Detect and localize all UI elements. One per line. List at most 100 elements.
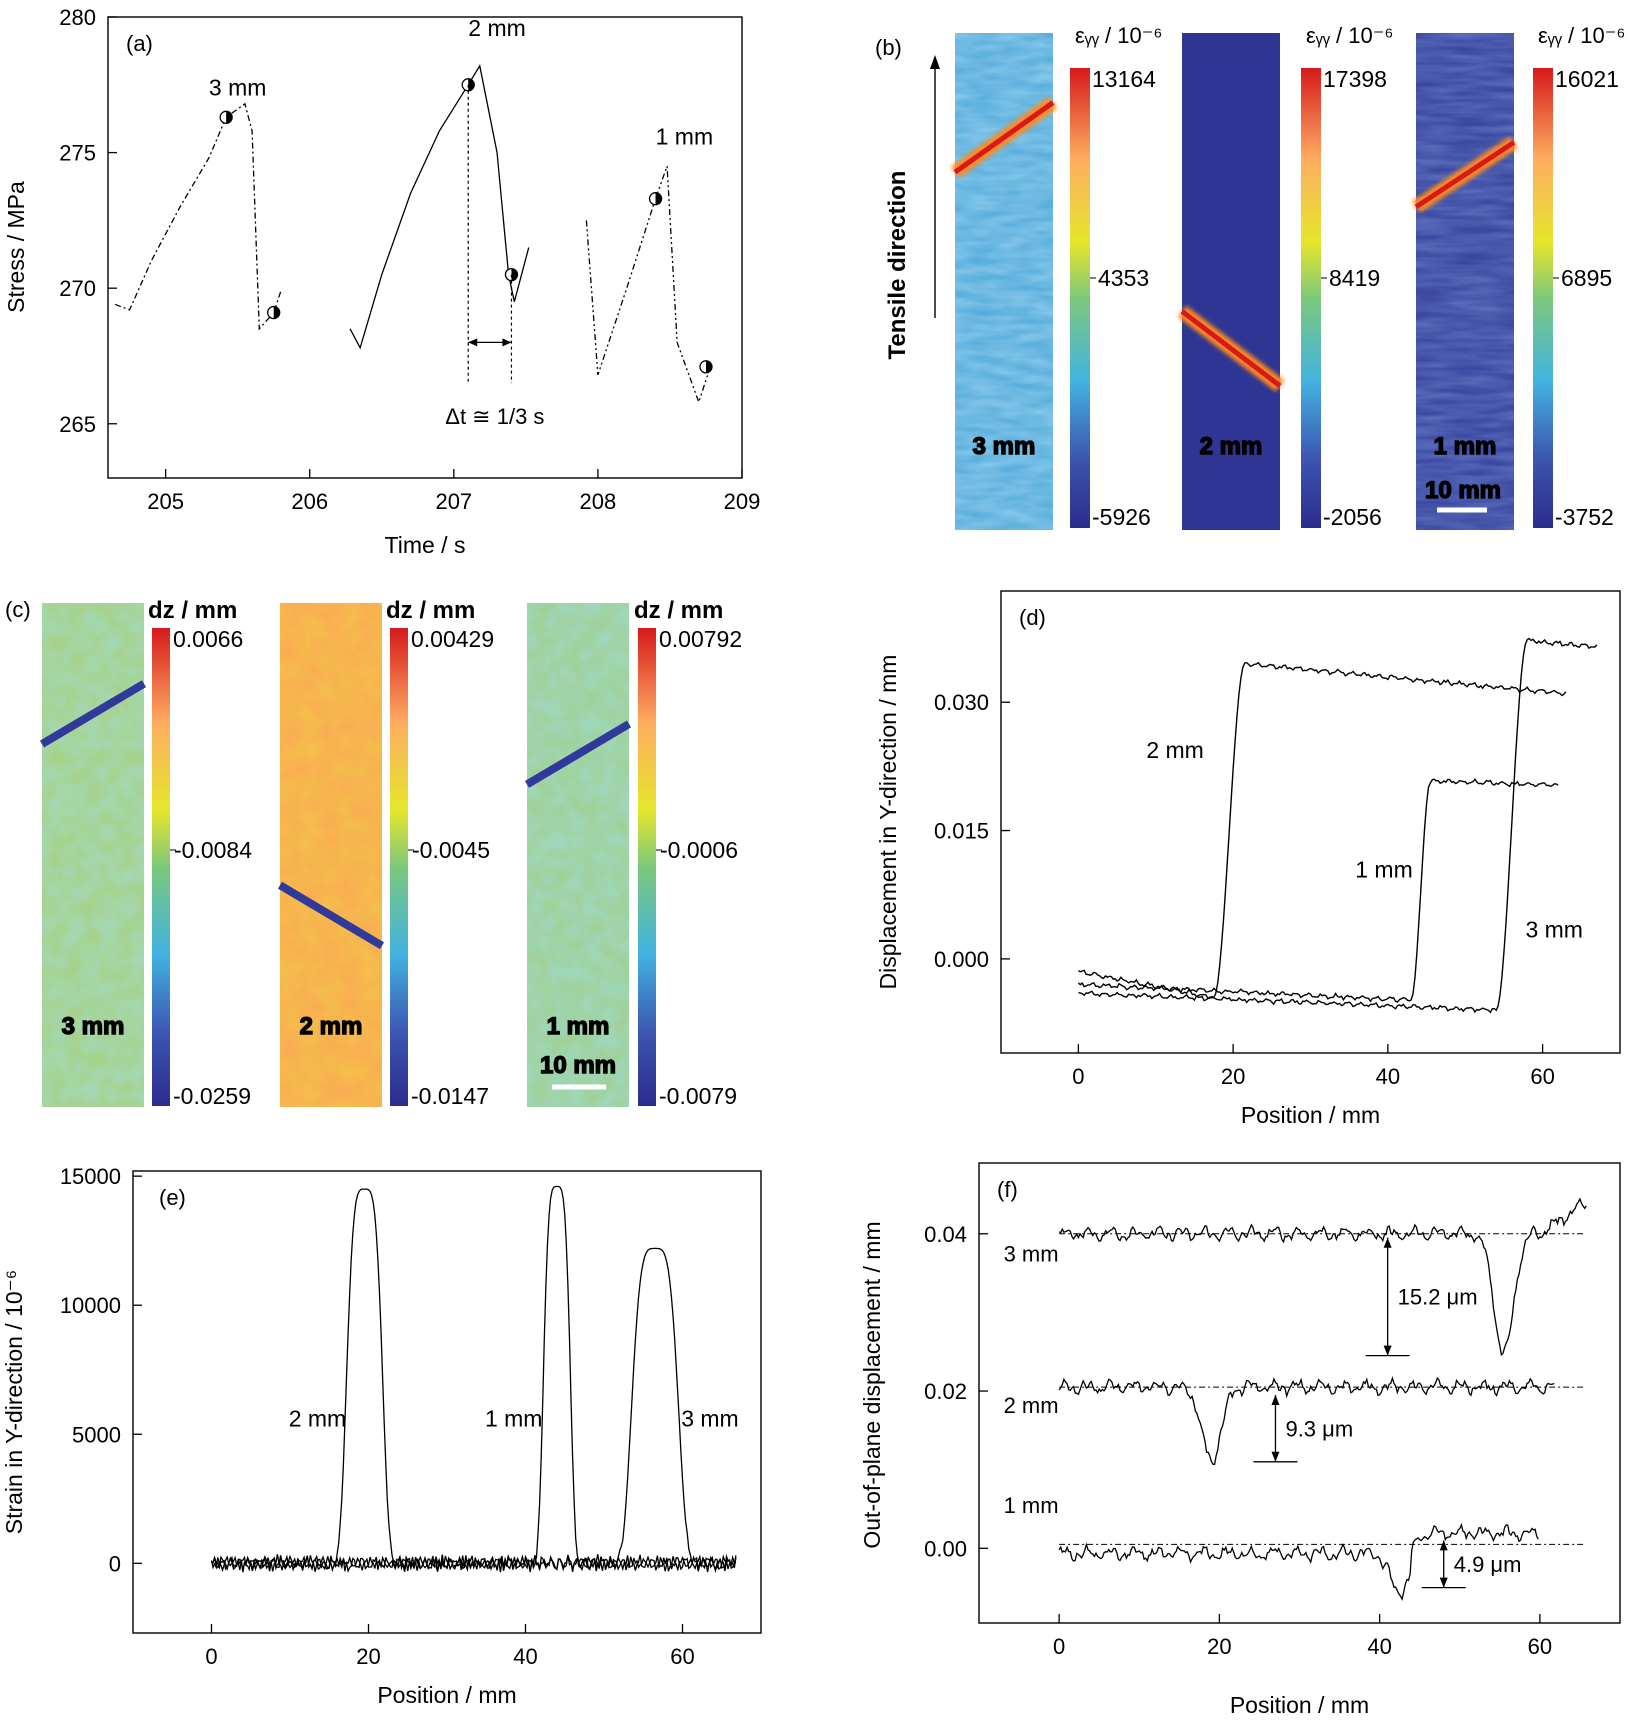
series-line-2-mm (1058, 1375, 1555, 1465)
series-line-3-mm (1078, 637, 1598, 1014)
panel-label: (e) (159, 1185, 186, 1210)
colorbar-min-label: -3752 (1555, 504, 1614, 530)
colorbar-mid-label: -0.0006 (660, 837, 738, 863)
y-tick-label: 0.00 (924, 1536, 967, 1561)
colorbar-unit-label: εᵧᵧ / 10⁻⁶ (1538, 23, 1625, 48)
colorbar-unit-label: dz / mm (634, 597, 723, 624)
strain-map-label: 3 mm (973, 433, 1036, 460)
data-marker-fill (468, 78, 475, 91)
tensile-arrow-head (930, 55, 940, 69)
panel-e: 0 20 40 60 0 5000 10000 15000 Position / mm Strai… (1, 1164, 762, 1708)
scale-bar-label: 10 mm (1425, 477, 1501, 504)
dz-map-1: 2 mm dz / mm0.00429 -0.0045 -0.0147 (277, 597, 494, 1109)
plot-frame (107, 16, 743, 479)
x-axis-label: Position / mm (377, 1682, 516, 1708)
strain-map-texture (1416, 33, 1514, 530)
colorbar-unit-label: dz / mm (148, 597, 237, 624)
colorbar-max-label: 0.00792 (659, 626, 742, 652)
y-tick-label: 15000 (60, 1164, 121, 1189)
strain-map-1: 2 mm εᵧᵧ / 10⁻⁶ 17398 8419 -2056 (1177, 23, 1393, 530)
colorbar (1070, 68, 1090, 528)
x-axis-label: Time / s (385, 532, 466, 558)
colorbar-unit-label: εᵧᵧ / 10⁻⁶ (1075, 23, 1162, 48)
colorbar-mid-label: 6895 (1561, 265, 1612, 291)
dz-trough (277, 881, 385, 950)
x-axis-label: Position / mm (1230, 1692, 1369, 1718)
data-marker-fill (705, 360, 712, 373)
x-tick-label: 40 (513, 1644, 537, 1669)
series-label: 2 mm (1146, 737, 1204, 763)
strain-map-0: 3 mm εᵧᵧ / 10⁻⁶ 13164 4353 -5926 (950, 23, 1162, 530)
y-axis-label: Out-of-plane displacement / mm (859, 1221, 885, 1548)
dz-map-texture (280, 603, 382, 1107)
series-line-3-mm (114, 102, 282, 331)
tensile-direction-label: Tensile direction (884, 171, 911, 360)
dz-map-texture (527, 603, 629, 1107)
series-line-1-mm (1058, 1522, 1539, 1601)
y-tick-label: 0 (109, 1551, 121, 1576)
series-label: 1 mm (1355, 857, 1413, 883)
series-label: 1 mm (485, 1406, 543, 1432)
plot-frame (132, 1170, 762, 1634)
series-line-3-mm (211, 1247, 737, 1573)
x-tick-label: 20 (1221, 1064, 1245, 1089)
series-label: 3 mm (681, 1406, 739, 1432)
x-tick-label: 0 (205, 1644, 217, 1669)
series-line-1-mm (1077, 778, 1559, 1003)
series-label: 1 mm (1004, 1493, 1059, 1518)
series-label: 2 mm (1004, 1393, 1059, 1418)
data-marker-fill (511, 268, 518, 281)
x-tick-label: 0 (1072, 1064, 1084, 1089)
colorbar (1533, 68, 1553, 528)
colorbar-max-label: 0.0066 (173, 626, 243, 652)
series-line-2-mm (349, 64, 530, 350)
colorbar-max-label: 17398 (1323, 66, 1387, 92)
colorbar (390, 628, 408, 1106)
series-line-2-mm (211, 1188, 737, 1574)
x-tick-label: 0 (1053, 1634, 1065, 1659)
x-tick-label: 20 (1207, 1634, 1231, 1659)
data-marker-fill (273, 306, 280, 319)
data-marker-fill (655, 192, 662, 205)
localized-band (1180, 309, 1282, 388)
colorbar-mid-label: -0.0045 (412, 837, 490, 863)
panel-label: (d) (1019, 605, 1046, 630)
x-tick-label: 209 (724, 489, 761, 514)
y-axis-label: Strain in Y-direction / 10⁻⁶ (1, 1270, 27, 1535)
y-tick-label: 0.030 (934, 690, 989, 715)
colorbar-unit-label: εᵧᵧ / 10⁻⁶ (1306, 23, 1393, 48)
localized-band (953, 100, 1055, 175)
series-label: 3 mm (1525, 917, 1583, 943)
dz-trough (524, 720, 632, 788)
strain-map-label: 1 mm (1434, 433, 1497, 460)
y-tick-label: 275 (59, 141, 96, 166)
panel-label: (b) (875, 35, 902, 60)
x-tick-label: 206 (291, 489, 328, 514)
dt-annotation: Δt ≅ 1/3 s (445, 404, 544, 429)
x-tick-label: 40 (1367, 1634, 1391, 1659)
series-label: 3 mm (1004, 1241, 1059, 1266)
depth-annotation: 9.3 μm (1285, 1416, 1353, 1441)
dz-map-2: 1 mm dz / mm0.00792 -0.0006 -0.0079 (524, 597, 742, 1109)
x-axis-label: Position / mm (1241, 1102, 1380, 1128)
dz-map-label: 3 mm (62, 1013, 125, 1040)
colorbar-max-label: 16021 (1555, 66, 1619, 92)
series-line-3-mm (1058, 1197, 1587, 1357)
depth-annotation: 4.9 μm (1454, 1552, 1522, 1577)
colorbar (1301, 68, 1321, 528)
x-tick-label: 205 (147, 489, 184, 514)
data-marker-fill (226, 111, 233, 124)
colorbar-min-label: -5926 (1092, 504, 1151, 530)
y-tick-label: 10000 (60, 1293, 121, 1318)
colorbar-min-label: -0.0259 (173, 1083, 251, 1109)
colorbar-mid-label: 4353 (1098, 265, 1149, 291)
plot-frame (1000, 590, 1621, 1054)
panel-label: (a) (126, 31, 153, 56)
x-tick-label: 60 (670, 1644, 694, 1669)
panel-d: 0 20 40 60 0.000 0.015 0.030 Position / mm Displ… (875, 590, 1621, 1128)
y-tick-label: 5000 (72, 1422, 121, 1447)
dz-map-texture (42, 603, 144, 1107)
colorbar-max-label: 13164 (1092, 66, 1156, 92)
x-tick-label: 60 (1528, 1634, 1552, 1659)
